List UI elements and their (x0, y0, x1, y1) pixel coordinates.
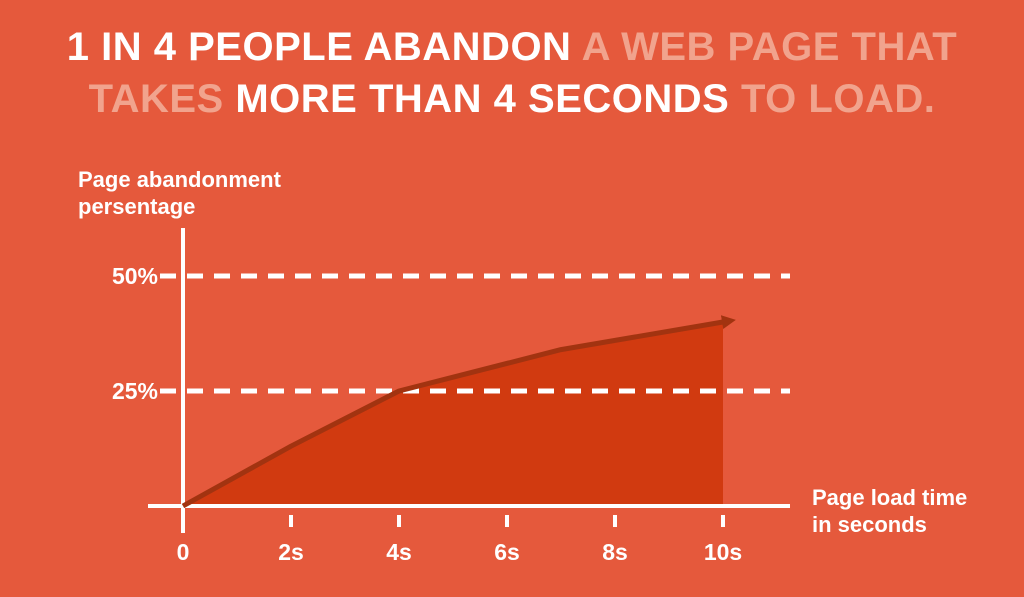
x-tick-label-10s: 10s (703, 539, 743, 565)
x-tick-label-2s: 2s (278, 539, 304, 565)
headline-line-2: TAKES MORE THAN 4 SECONDS TO LOAD. (0, 73, 1024, 125)
abandonment-area-fill (183, 322, 723, 506)
headline-line2-soft-text-b: TO LOAD. (729, 77, 936, 121)
x-tick-label-4s: 4s (386, 539, 412, 565)
headline-line2-soft-text-a: TAKES (88, 77, 236, 121)
x-tick-label-8s: 8s (602, 539, 628, 565)
headline-line2-strong-text: MORE THAN 4 SECONDS (235, 77, 730, 121)
x-axis-title-line1: Page load time (812, 485, 968, 510)
y-axis-title: Page abandonment persentage (78, 166, 281, 220)
headline-line1-soft-text: A WEB PAGE THAT (581, 25, 958, 69)
abandonment-trend-line (181, 315, 736, 509)
y-axis-title-line1: Page abandonment (78, 167, 281, 192)
x-axis-title-line2: in seconds (812, 512, 927, 537)
headline-line1-strong-text: 1 IN 4 PEOPLE ABANDON (66, 25, 582, 69)
x-axis-ticks (289, 515, 725, 527)
x-tick-label-0: 0 (176, 539, 190, 565)
headline: 1 IN 4 PEOPLE ABANDON A WEB PAGE THAT TA… (0, 21, 1024, 125)
y-tick-label-25pct: 25% (111, 378, 158, 404)
y-tick-label-50pct: 50% (111, 263, 158, 289)
x-tick-label-6s: 6s (494, 539, 520, 565)
y-axis-title-line2: persentage (78, 194, 196, 219)
dashed-gridlines (160, 273, 790, 394)
x-axis-title: Page load time in seconds (812, 484, 967, 538)
headline-line-1: 1 IN 4 PEOPLE ABANDON A WEB PAGE THAT (0, 21, 1024, 73)
